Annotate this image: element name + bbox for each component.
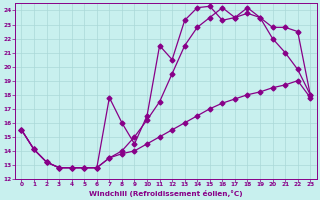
X-axis label: Windchill (Refroidissement éolien,°C): Windchill (Refroidissement éolien,°C): [89, 190, 243, 197]
